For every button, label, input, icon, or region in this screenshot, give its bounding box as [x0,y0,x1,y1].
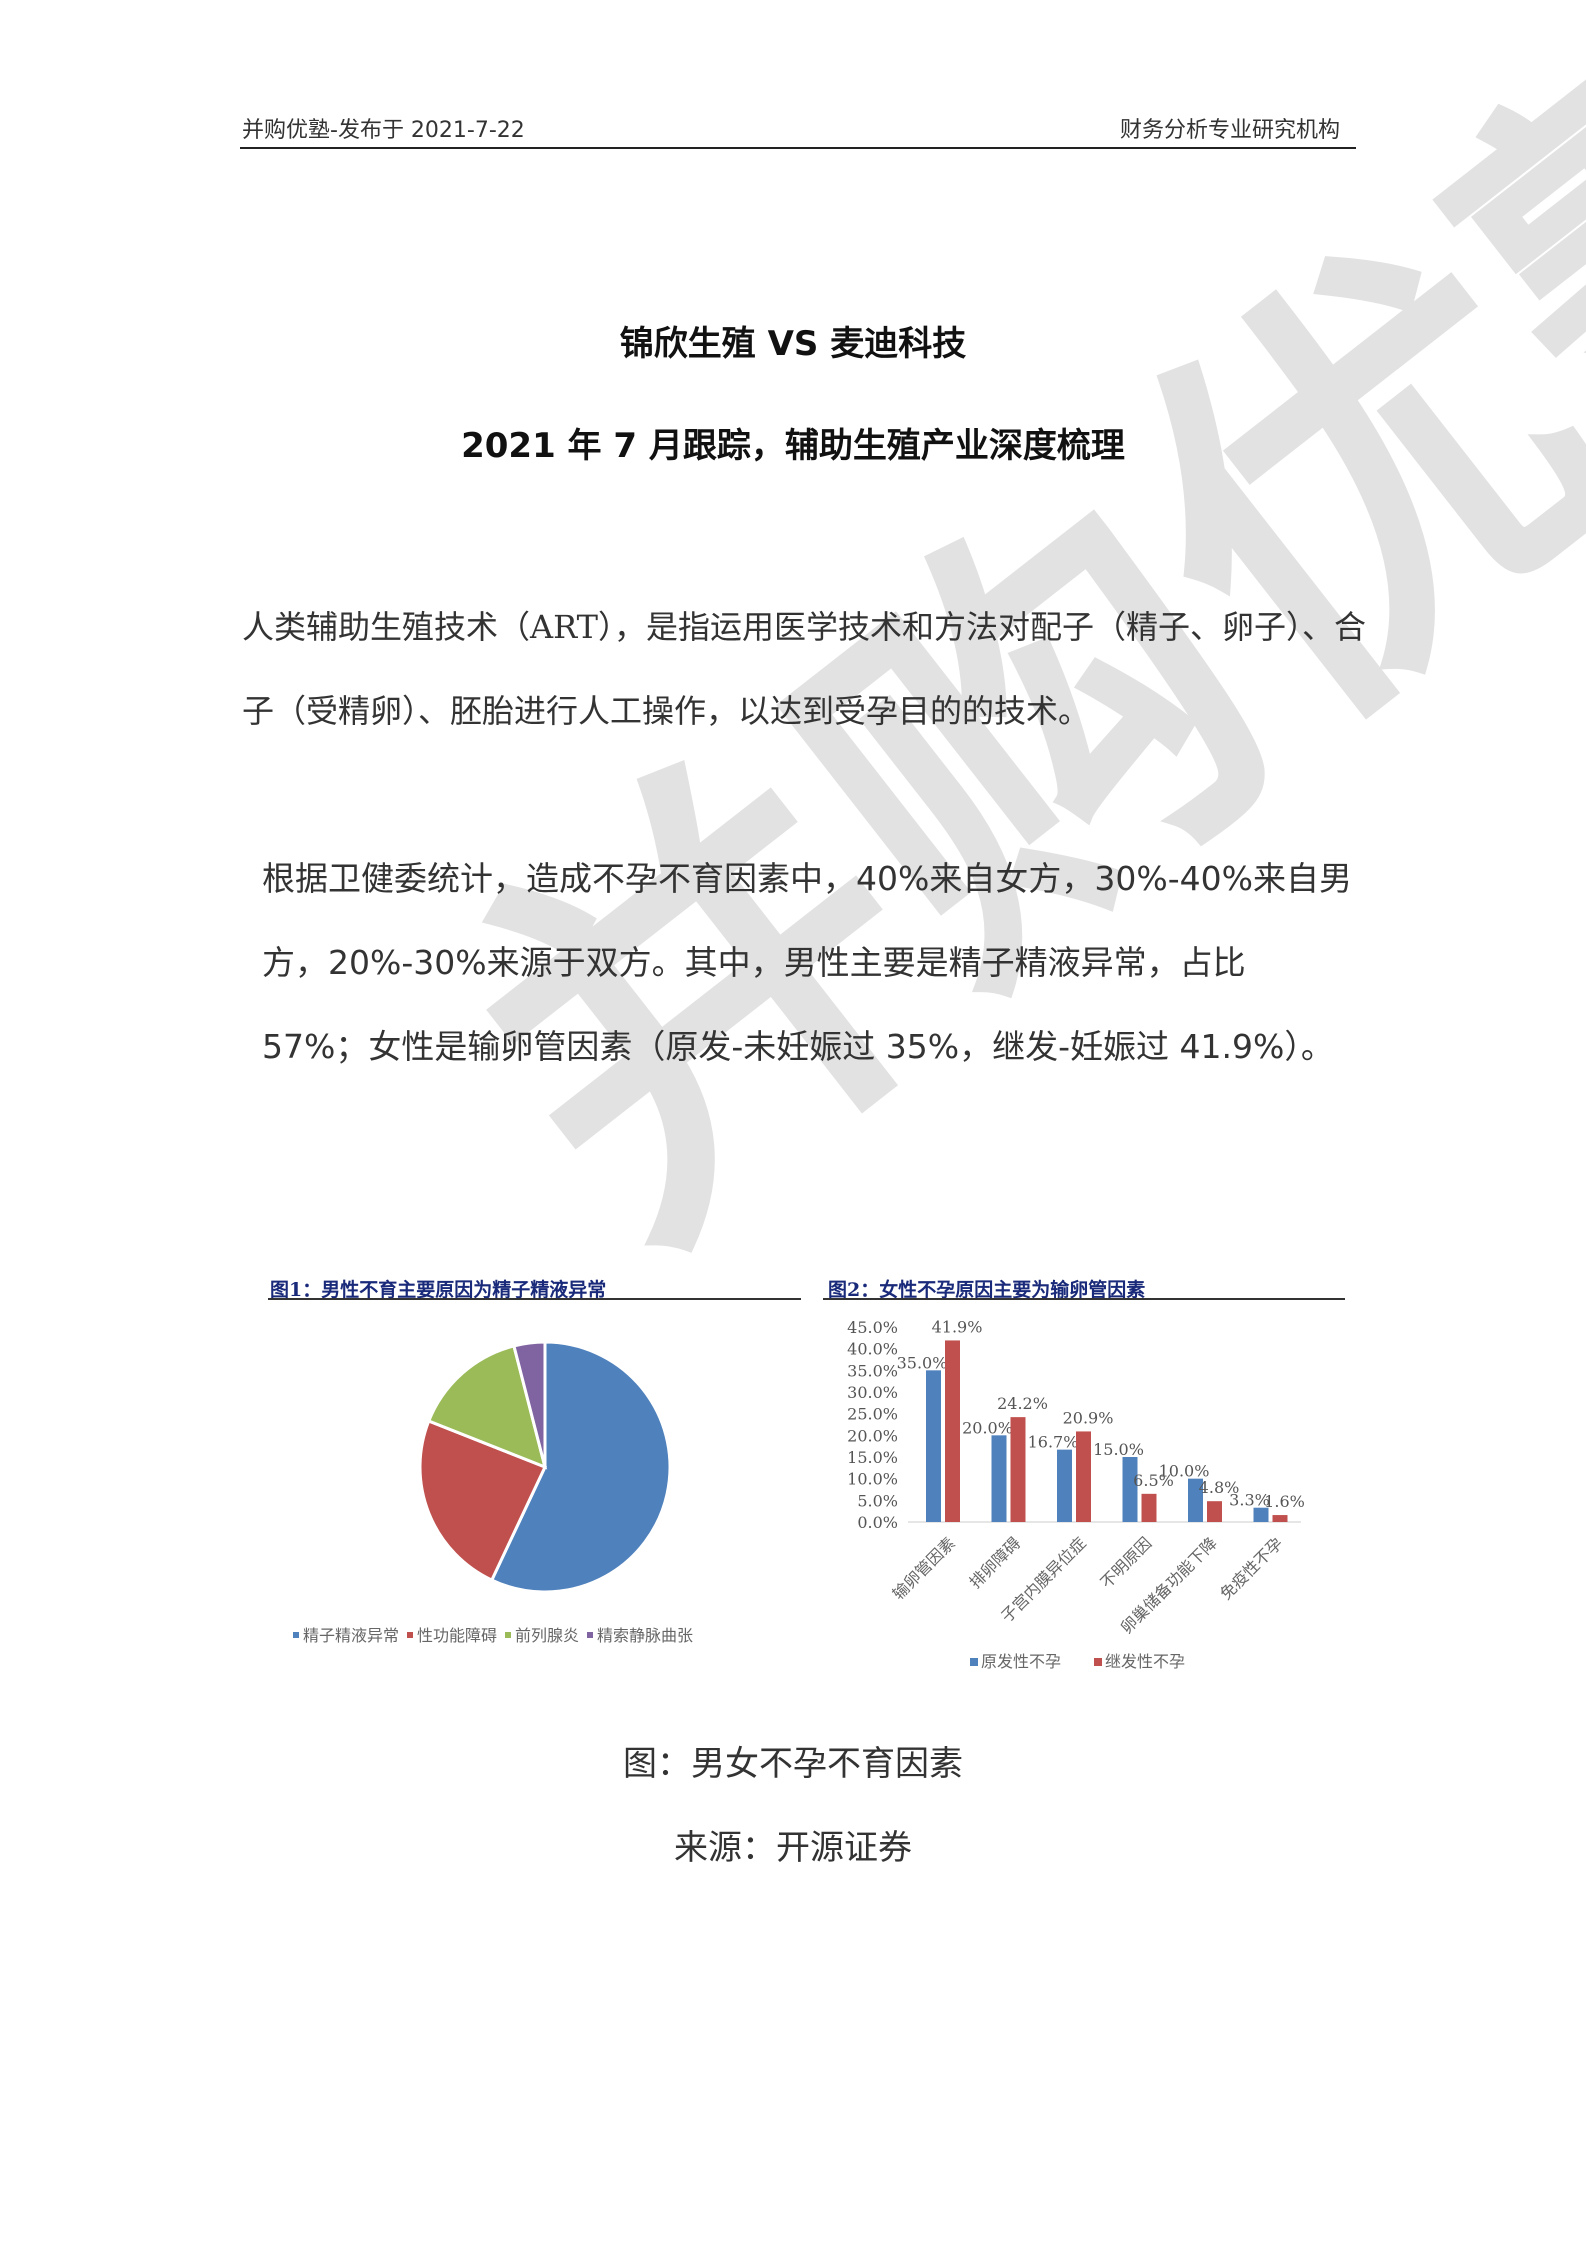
bar-原发性不孕 [1188,1478,1203,1522]
data-label: 6.5% [1133,1471,1174,1490]
legend-swatch [970,1658,978,1666]
legend-swatch [587,1632,594,1638]
bar-继发性不孕 [1141,1493,1157,1522]
chart2-title: 图2：女性不孕原因主要为输卵管因素 [828,1279,1146,1301]
x-tick-label: 输卵管因素 [889,1533,959,1603]
legend-label: 继发性不孕 [1105,1652,1185,1671]
pie-chart [418,1340,672,1594]
figure-caption: 图：男女不孕不育因素 [623,1744,963,1784]
data-label: 3.3% [1229,1491,1270,1510]
pie-slice-0 [489,1340,672,1594]
data-label: 15.0% [1093,1440,1144,1459]
header-divider [240,147,1356,149]
x-tick-label: 不明原因 [1097,1533,1156,1592]
legend-label: 前列腺炎 [515,1626,580,1645]
data-label: 20.9% [1063,1408,1114,1427]
bar-继发性不孕 [1010,1417,1026,1522]
y-tick-label: 35.0% [847,1361,898,1380]
y-tick-label: 10.0% [847,1470,898,1489]
y-tick-label: 0.0% [857,1513,898,1532]
figure-source: 来源：开源证券 [674,1828,912,1868]
page-title: 锦欣生殖 VS 麦迪科技 [619,324,967,364]
legend-swatch [505,1632,512,1638]
data-label: 20.0% [962,1418,1013,1437]
data-label: 24.2% [997,1394,1048,1413]
y-tick-label: 15.0% [847,1448,898,1467]
y-tick-label: 45.0% [847,1318,898,1337]
header-right: 财务分析专业研究机构 [1119,118,1340,143]
y-tick-label: 5.0% [857,1491,898,1510]
bar-原发性不孕 [1057,1449,1072,1522]
data-label: 4.8% [1199,1478,1240,1497]
data-label: 41.9% [932,1317,983,1336]
y-tick-label: 20.0% [847,1426,898,1445]
paragraph-stats: 根据卫健委统计，造成不孕不育因素中，40%来自女方，30%-40%来自男方，20… [262,859,1352,1066]
bar-继发性不孕 [1272,1515,1288,1522]
bar-原发性不孕 [1122,1457,1138,1522]
legend-swatch [293,1632,299,1638]
y-tick-label: 25.0% [847,1405,898,1424]
bar-原发性不孕 [991,1435,1007,1522]
chart1-divider [268,1298,801,1300]
chart2-divider [823,1298,1345,1300]
chart1-title: 图1：男性不育主要原因为精子精液异常 [270,1279,607,1301]
data-label: 10.0% [1159,1462,1210,1481]
bar-chart: 0.0%5.0%10.0%15.0%20.0%25.0%30.0%35.0%40… [847,1317,1305,1671]
legend-label: 精子精液异常 [303,1626,400,1645]
y-tick-label: 30.0% [847,1383,898,1402]
legend-swatch [407,1632,414,1638]
pie-slice-3 [512,1340,547,1468]
bar-原发性不孕 [926,1370,941,1522]
legend-label: 原发性不孕 [981,1652,1061,1671]
pie-slice-1 [418,1419,548,1583]
bar-继发性不孕 [1207,1501,1222,1522]
page-subtitle: 2021 年 7 月跟踪，辅助生殖产业深度梳理 [461,426,1125,466]
bar-继发性不孕 [1076,1431,1091,1522]
header-left: 并购优塾-发布于 2021-7-22 [242,118,525,143]
x-tick-label: 排卵障碍 [966,1533,1025,1592]
data-label: 1.6% [1264,1492,1305,1511]
bar-继发性不孕 [945,1340,960,1522]
pie-legend: 精子精液异常 性功能障碍 前列腺炎 精索静脉曲张 [285,1622,693,1646]
y-tick-label: 40.0% [847,1340,898,1359]
x-tick-label: 免疫性不孕 [1216,1533,1286,1603]
legend-label: 性功能障碍 [417,1626,498,1645]
bar-原发性不孕 [1253,1507,1269,1522]
legend-swatch [1094,1658,1102,1666]
data-label: 35.0% [897,1353,948,1372]
data-label: 16.7% [1028,1433,1079,1452]
paragraph-art: 人类辅助生殖技术（ART），是指运用医学技术和方法对配子（精子、卵子）、合子（受… [242,608,1366,730]
legend-label: 精索静脉曲张 [597,1626,694,1645]
pie-slice-2 [426,1344,548,1470]
